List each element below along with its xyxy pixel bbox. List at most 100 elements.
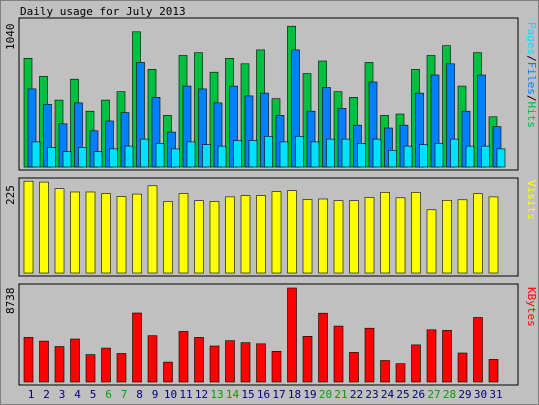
legend-kbytes: KBytes [525, 287, 538, 327]
day-label: 2 [43, 388, 50, 401]
visits-bar [380, 192, 390, 274]
day-label: 15 [241, 388, 254, 401]
day-label: 8 [136, 388, 143, 401]
pages-bar [496, 148, 506, 168]
kbytes-bar [209, 345, 220, 383]
kbytes-bars [23, 287, 499, 383]
hits-ytick-label: 1040 [4, 24, 17, 51]
pages-bar [93, 151, 103, 168]
day-label: 3 [59, 388, 66, 401]
day-label: 6 [105, 388, 112, 401]
legend-hits: Hits [525, 102, 538, 129]
kbytes-bar [194, 337, 204, 383]
visits-bar [256, 195, 266, 274]
visits-bar [457, 199, 468, 274]
visits-bar [163, 201, 173, 274]
kbytes-bar [147, 335, 158, 383]
pages-bar [186, 141, 196, 168]
day-labels: 1 2 3 4 5 6 7 8 9 10 11 12 13 14 15 16 17 18 19 20 21 22 23 24 2… [28, 388, 503, 401]
visits-bar [225, 196, 235, 274]
pages-bar [310, 141, 320, 168]
kbytes-bar [488, 359, 499, 383]
kbytes-bar [426, 329, 437, 383]
visits-bar [349, 200, 359, 274]
visits-bar [39, 181, 49, 274]
kbytes-bar [70, 338, 80, 383]
pages-bar [155, 143, 165, 168]
kbytes-bar [163, 361, 173, 383]
day-label: 24 [381, 388, 395, 401]
kbytes-ytick-label: 8738 [4, 288, 17, 315]
hits-files-pages-bars [23, 25, 506, 168]
kbytes-bar [364, 327, 375, 383]
visits-bar [318, 198, 328, 274]
visits-bar [442, 200, 452, 274]
visits-bar [54, 188, 65, 274]
visits-bar [364, 197, 375, 274]
pages-bar [357, 143, 366, 168]
pages-bar [124, 145, 134, 168]
pages-bar [434, 143, 444, 168]
day-label: 13 [210, 388, 223, 401]
pages-bar [341, 138, 351, 168]
visits-bar [116, 196, 127, 274]
visits-bar [209, 201, 220, 274]
day-label: 22 [350, 388, 363, 401]
pages-bar [450, 138, 459, 168]
pages-bar [481, 145, 490, 168]
kbytes-bar [302, 335, 313, 383]
visits-bar [395, 197, 406, 274]
visits-bar [488, 196, 499, 274]
day-label: 29 [458, 388, 471, 401]
kbytes-bar [473, 317, 483, 383]
pages-bar [465, 145, 475, 168]
legend-files: Files [525, 62, 538, 95]
pages-bar [109, 148, 118, 168]
day-label: 11 [179, 388, 192, 401]
kbytes-bar [395, 363, 406, 383]
visits-bar [271, 191, 282, 274]
kbytes-bar [349, 352, 359, 383]
visits-ytick-label: 225 [4, 185, 17, 205]
day-label: 27 [427, 388, 440, 401]
kbytes-bar [318, 312, 328, 383]
day-label: 9 [152, 388, 159, 401]
day-label: 20 [319, 388, 332, 401]
day-label: 12 [195, 388, 208, 401]
day-label: 23 [365, 388, 378, 401]
kbytes-bar [256, 343, 266, 383]
pages-bar [202, 144, 211, 168]
kbytes-bar [271, 350, 282, 383]
day-label: 5 [90, 388, 97, 401]
kbytes-bar [240, 342, 251, 383]
kbytes-bar [178, 331, 189, 383]
visits-bar [333, 200, 344, 274]
day-label: 19 [303, 388, 316, 401]
kbytes-bar [442, 330, 452, 383]
day-label: 28 [443, 388, 456, 401]
kbytes-bar [85, 354, 96, 383]
pages-bar [403, 145, 413, 168]
day-label: 31 [489, 388, 502, 401]
legend-sep-1: / [525, 55, 538, 62]
day-label: 4 [74, 388, 81, 401]
day-label: 10 [164, 388, 177, 401]
pages-bar [140, 138, 149, 168]
visits-bars [23, 180, 499, 274]
day-label: 14 [226, 388, 240, 401]
pages-bar [47, 147, 56, 168]
visits-bar [147, 185, 158, 274]
visits-bar [85, 191, 96, 274]
pages-bar [326, 138, 335, 168]
visits-bar [132, 193, 142, 274]
pages-bar [295, 136, 304, 168]
day-label: 26 [412, 388, 425, 401]
visits-bar [101, 193, 111, 274]
visits-bar [426, 209, 437, 274]
pages-bar [279, 141, 289, 168]
pages-bar [264, 136, 273, 168]
day-label: 1 [28, 388, 35, 401]
pages-bar [62, 151, 72, 168]
pages-bar [217, 145, 227, 168]
